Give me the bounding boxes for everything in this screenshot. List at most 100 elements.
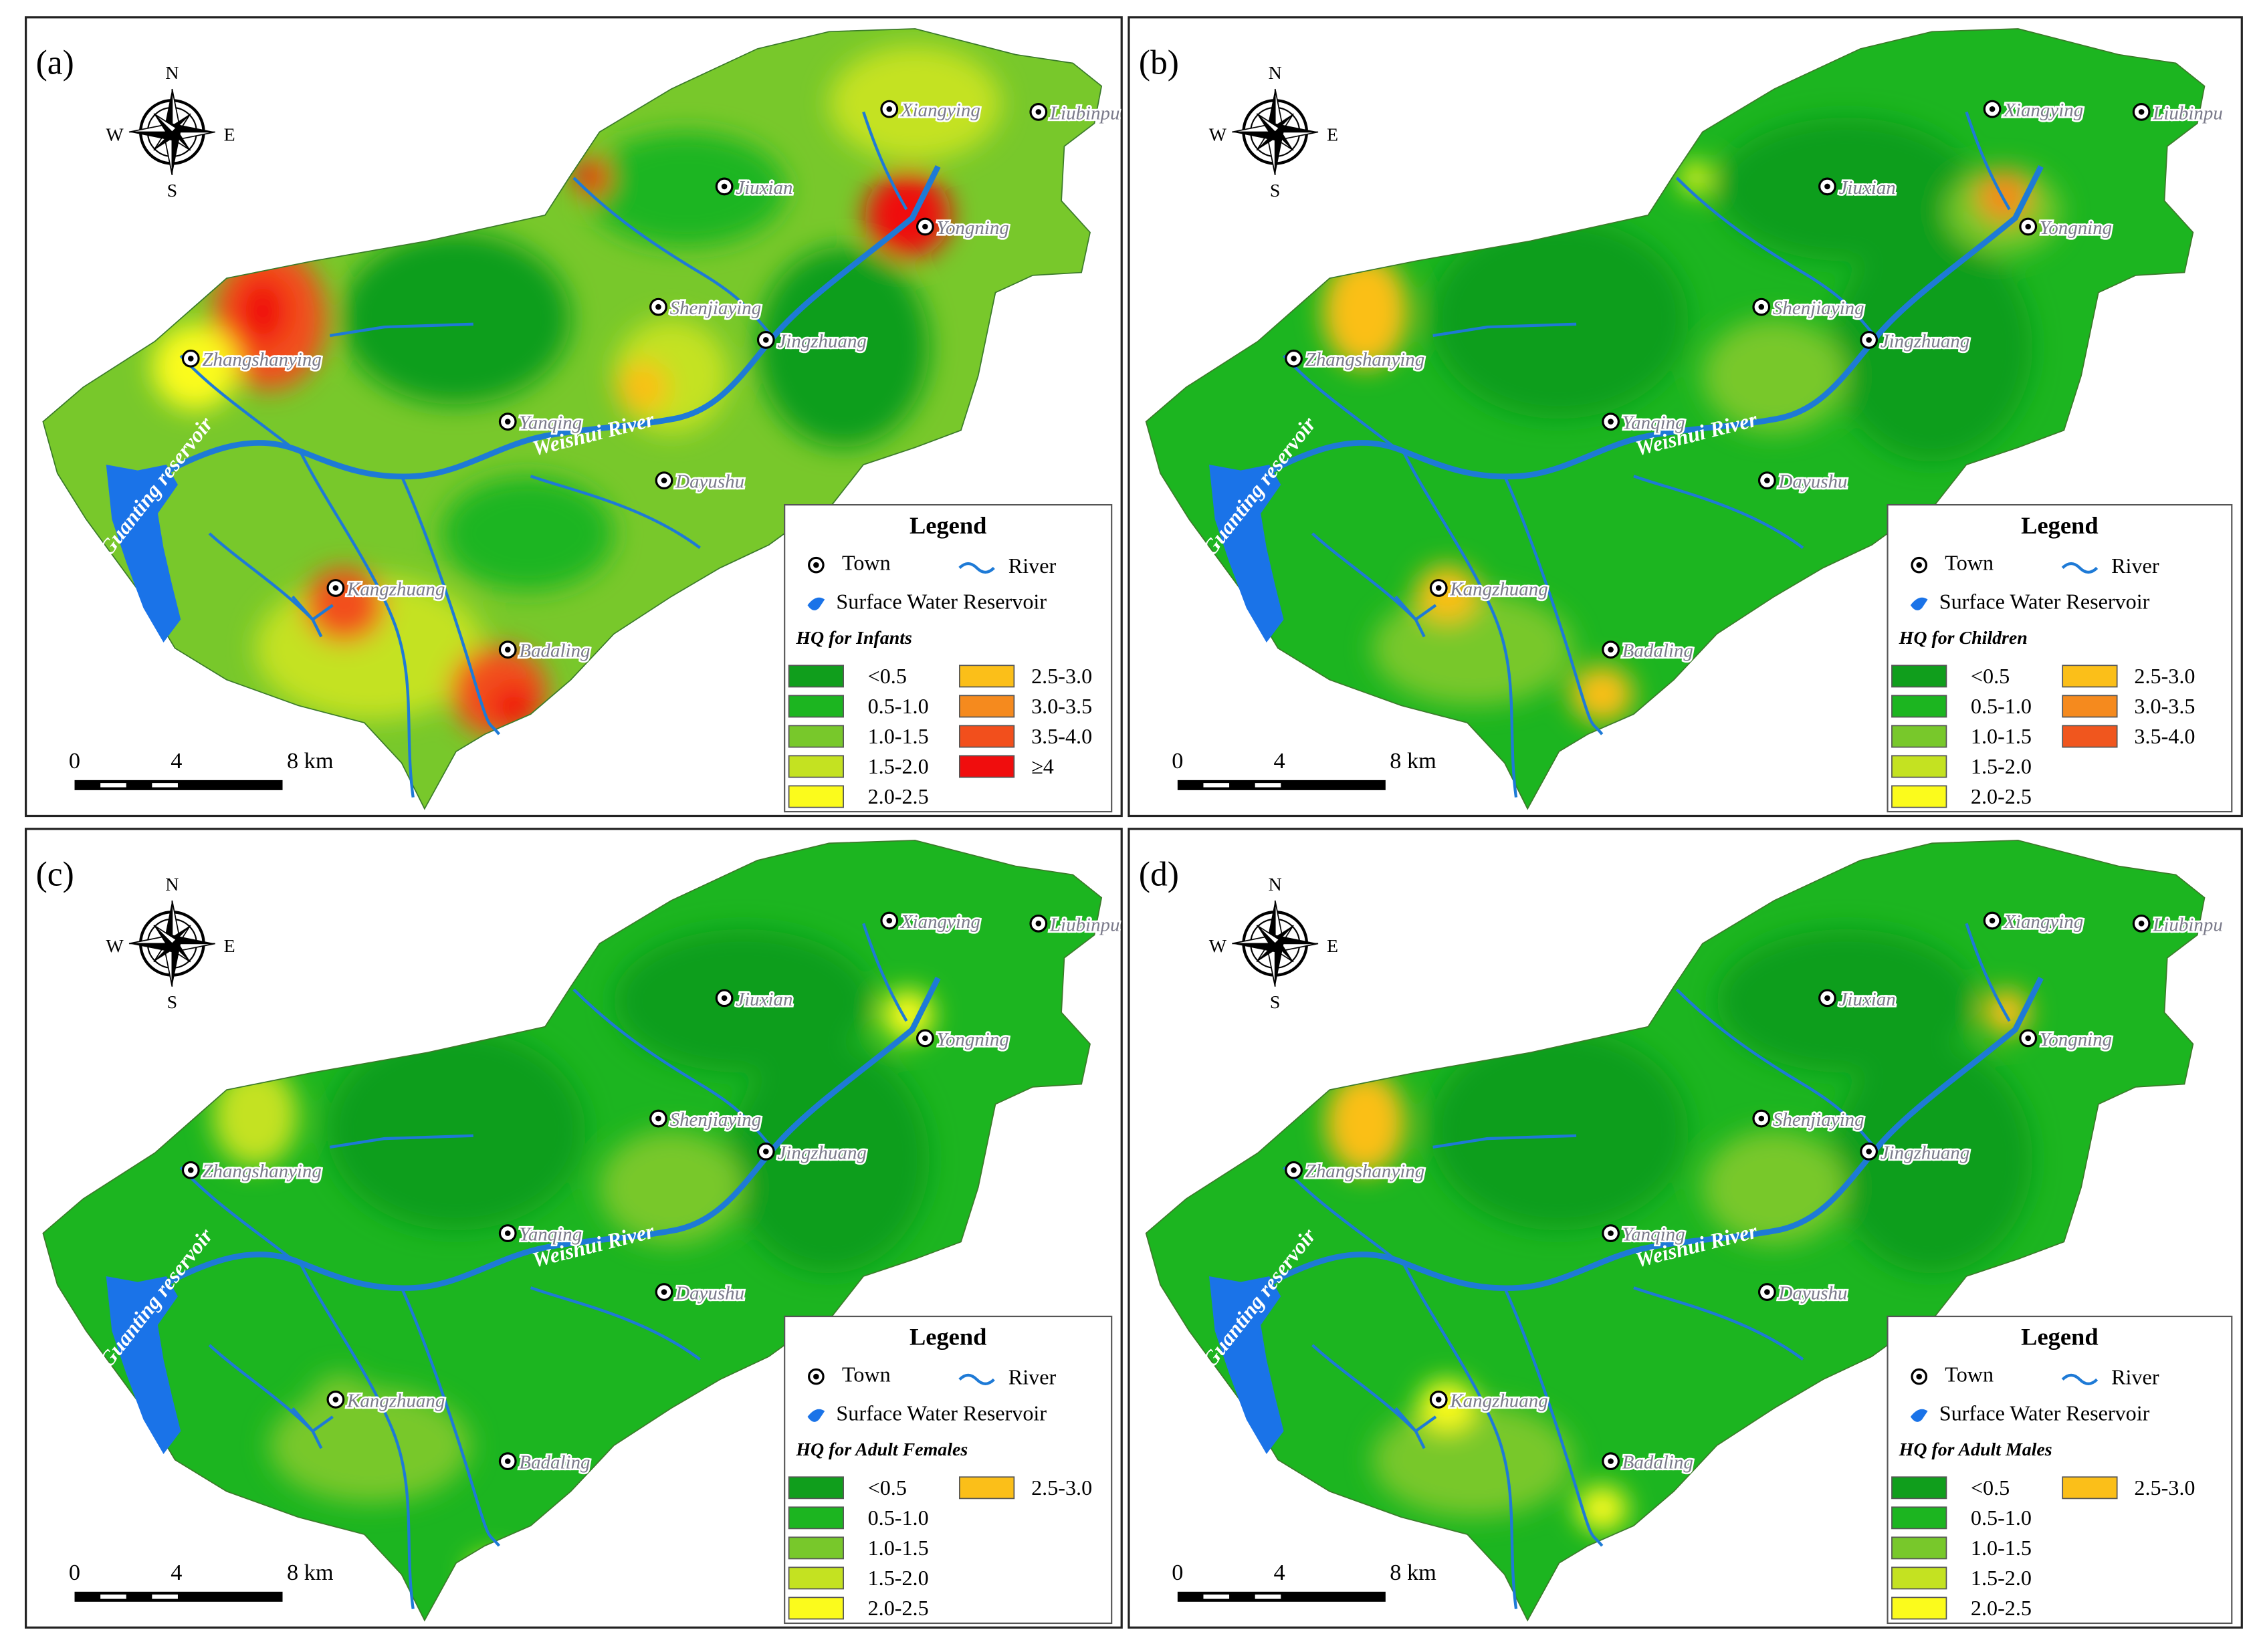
town-dot: [1435, 1397, 1442, 1403]
legend-river: River: [1008, 1365, 1057, 1389]
town-label: Zhangshanying: [1305, 1161, 1424, 1182]
town-dot: [187, 356, 194, 362]
legend-swatch: [788, 1506, 844, 1530]
town-label: Jiuxian: [1839, 989, 1896, 1010]
legend-town: Town: [842, 1362, 891, 1386]
scale-segment: [1255, 1595, 1281, 1599]
hq-zone: [341, 232, 571, 404]
town-label: Jiuxian: [1839, 177, 1896, 199]
legend-class-label: 2.5-3.0: [1031, 664, 1092, 688]
hq-zone: [1831, 1044, 2033, 1274]
legend-swatch: [958, 665, 1015, 688]
river: [1282, 354, 1400, 452]
legend-swatch: [1891, 1566, 1947, 1590]
legend: Legend Town River Surface Water Reservoir HQ…: [1887, 503, 2233, 813]
legend-class-label: 1.5-2.0: [868, 754, 929, 778]
town-label: Liubinpu: [1049, 914, 1120, 935]
map-panel: Guanting reservoir Weishui RiverXiangying…: [24, 828, 1123, 1629]
scale-label: 8 km: [287, 748, 334, 774]
hq-zones: [212, 929, 934, 1595]
town-label: Badaling: [519, 640, 590, 662]
legend-river: River: [2111, 554, 2159, 578]
legend-class-label: 2.0-2.5: [868, 784, 929, 808]
legend-swatch: [2062, 1476, 2118, 1500]
river: [1394, 595, 1437, 638]
river: [1282, 1166, 1400, 1264]
hq-zone: [617, 361, 669, 413]
town-dot: [661, 477, 667, 483]
town-dot: [2138, 109, 2145, 115]
town-dot: [1758, 1115, 1765, 1122]
hq-zone: [757, 247, 930, 448]
legend-swatch: [958, 1476, 1015, 1500]
scale-label: 0: [69, 1560, 80, 1585]
legend-class-label: 3.5-4.0: [1031, 724, 1092, 748]
legend-hq-title: HQ for Adult Males: [1899, 1439, 2052, 1460]
legend-class-label: ≥4: [1031, 754, 1054, 778]
legend-class-label: 1.0-1.5: [1971, 1536, 2032, 1560]
river: [1675, 988, 1876, 1149]
legend-river: River: [2111, 1365, 2159, 1389]
region-border: [1145, 840, 2206, 1622]
reservoir: [1209, 1276, 1284, 1454]
hq-zone: [1430, 1030, 1689, 1231]
town-label: Shenjiaying: [670, 298, 762, 319]
compass-n: N: [165, 874, 179, 895]
legend-class-label: 3.0-3.5: [2134, 694, 2195, 718]
legend-class-label: <0.5: [1971, 1476, 2010, 1500]
legend-swatch: [1891, 1506, 1947, 1530]
town-dot: [187, 1167, 194, 1173]
compass-point: [129, 943, 173, 953]
legend-title: Legend: [909, 1324, 986, 1350]
compass-s: S: [167, 992, 178, 1013]
river: [208, 1344, 314, 1433]
legend-river-symbol: [2061, 1373, 2099, 1385]
compass-n: N: [1269, 63, 1282, 84]
hq-zone: [829, 45, 1002, 161]
town-dot: [922, 223, 928, 230]
legend-class-label: 3.5-4.0: [2134, 724, 2195, 748]
legend-class-label: 0.5-1.0: [868, 694, 929, 718]
river: [1965, 923, 2011, 1022]
river: [300, 452, 415, 798]
river: [862, 923, 908, 1022]
legend: Legend Town River Surface Water Reservoir HQ…: [784, 503, 1113, 813]
panel-label: (d): [1139, 856, 1179, 894]
town-dot: [504, 1230, 511, 1236]
hq-zone: [1372, 590, 1574, 706]
town-label: Zhangshanying: [202, 1161, 321, 1182]
town-label: Badaling: [1622, 1452, 1693, 1473]
legend-swatch: [2062, 695, 2118, 718]
compass-point: [154, 114, 173, 136]
region-border: [42, 840, 1103, 1622]
region-border: [42, 28, 1103, 810]
compass-e: E: [1327, 936, 1338, 957]
town-label: Jingzhuang: [777, 1142, 866, 1163]
legend-title: Legend: [2021, 512, 2098, 539]
river: [1675, 176, 1876, 337]
compass-point: [1275, 935, 1319, 944]
legend-swatch: [1891, 755, 1947, 778]
town-dot: [1435, 585, 1442, 591]
river: [572, 176, 773, 337]
town-label: Dayushu: [1778, 1282, 1848, 1304]
legend-title: Legend: [2021, 1324, 2098, 1350]
scale-segment: [1203, 1595, 1230, 1599]
river: [862, 111, 908, 211]
hq-zone: [1717, 117, 1975, 261]
legend-class-label: 1.5-2.0: [1971, 1566, 2032, 1590]
legend-class-label: <0.5: [868, 1476, 907, 1500]
scale-bar: [1177, 780, 1386, 790]
river: [1432, 322, 1577, 338]
legend-reservoir: Surface Water Reservoir: [1939, 1401, 2150, 1425]
legend-town-dot: [813, 562, 819, 568]
legend-swatch: [1891, 1597, 1947, 1620]
town-dot: [922, 1035, 928, 1042]
legend-swatch: [1891, 695, 1947, 718]
town-label: Yongning: [2040, 217, 2112, 239]
scale-label: 0: [69, 748, 80, 774]
legend-swatch: [1891, 1476, 1947, 1500]
town-dot: [1608, 419, 1614, 425]
compass-n: N: [165, 63, 179, 84]
town-label: Kangzhuang: [1449, 1390, 1547, 1411]
